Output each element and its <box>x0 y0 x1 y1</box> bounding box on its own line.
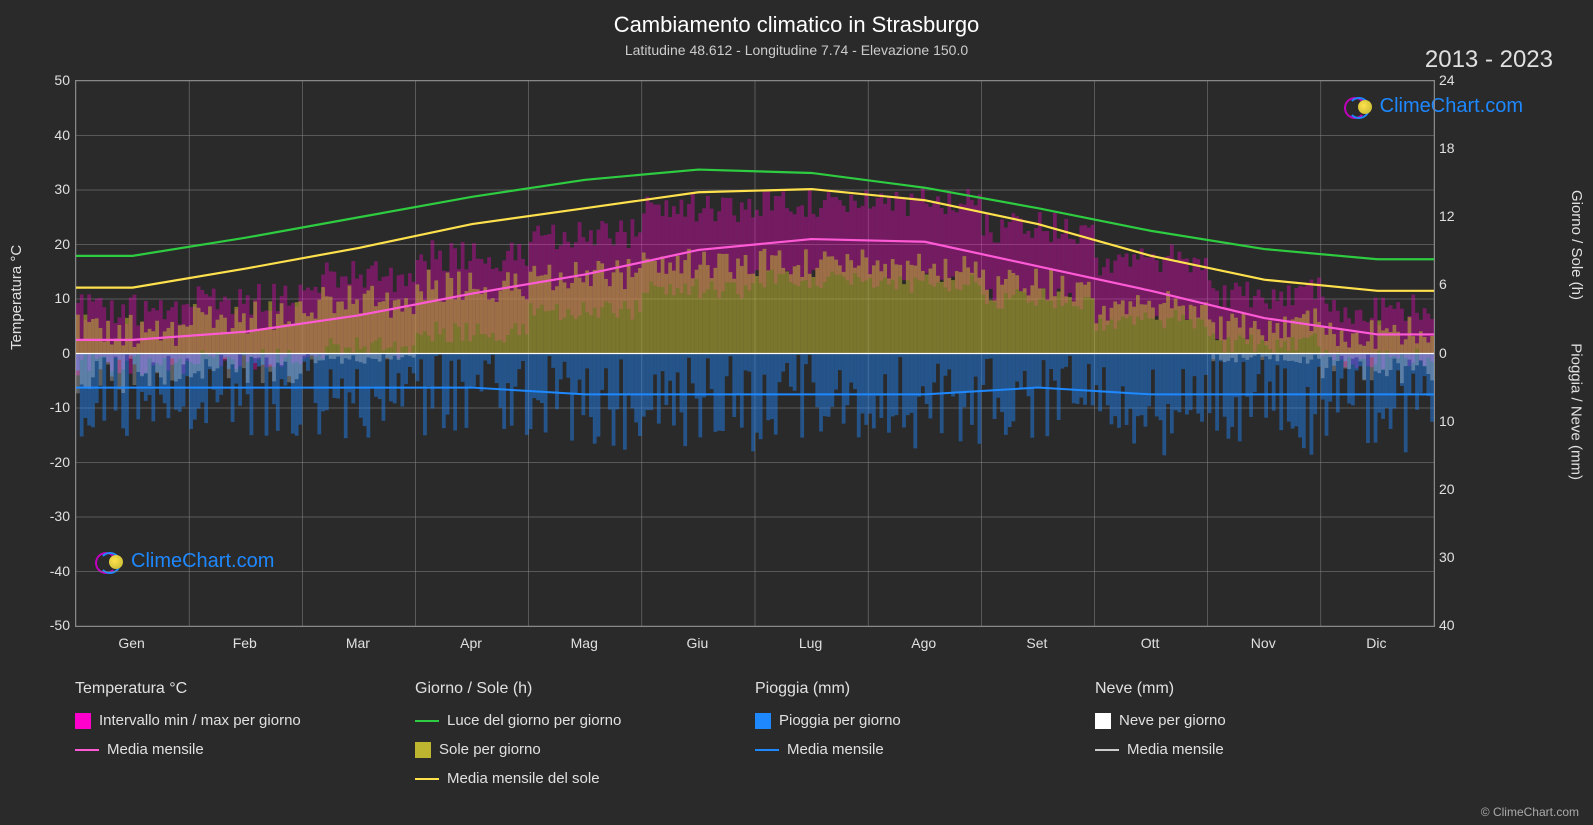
x-month-tick: Ago <box>911 635 936 651</box>
x-month-tick: Ott <box>1141 635 1160 651</box>
x-month-tick: Mar <box>346 635 370 651</box>
legend-header-daysun: Giorno / Sole (h) <box>415 680 715 698</box>
legend-label: Media mensile <box>787 741 884 758</box>
x-month-tick: Nov <box>1251 635 1276 651</box>
y-left-tick: 0 <box>30 345 70 361</box>
y-right-top-axis-label: Giorno / Sole (h) <box>1568 190 1585 300</box>
chart-title: Cambiamento climatico in Strasburgo <box>0 12 1593 38</box>
swatch-magenta-icon <box>75 713 91 729</box>
copyright-label: © ClimeChart.com <box>1481 805 1579 819</box>
y-left-tick: -40 <box>30 563 70 579</box>
line-grey-icon <box>1095 749 1119 751</box>
y-right-bottom-tick: 30 <box>1439 549 1479 565</box>
legend-label: Luce del giorno per giorno <box>447 712 621 729</box>
legend-col-temperature: Temperatura °C Intervallo min / max per … <box>75 680 375 787</box>
y-left-tick: -30 <box>30 508 70 524</box>
climate-chart: Cambiamento climatico in Strasburgo Lati… <box>0 0 1593 825</box>
y-left-tick: -10 <box>30 399 70 415</box>
y-left-tick: -50 <box>30 617 70 633</box>
legend-item-rain-mean: Media mensile <box>755 741 1055 758</box>
legend-label: Media mensile <box>1127 741 1224 758</box>
x-month-tick: Mag <box>571 635 598 651</box>
legend-col-rain: Pioggia (mm) Pioggia per giorno Media me… <box>755 680 1055 787</box>
legend-item-daylight: Luce del giorno per giorno <box>415 712 715 729</box>
y-right-bottom-tick: 20 <box>1439 481 1479 497</box>
legend-header-rain: Pioggia (mm) <box>755 680 1055 698</box>
legend-col-daysun: Giorno / Sole (h) Luce del giorno per gi… <box>415 680 715 787</box>
x-month-tick: Giu <box>687 635 709 651</box>
x-month-tick: Dic <box>1366 635 1386 651</box>
y-left-tick: 50 <box>30 72 70 88</box>
x-month-tick: Lug <box>799 635 822 651</box>
y-right-top-tick: 18 <box>1439 140 1479 156</box>
line-magenta-icon <box>75 749 99 751</box>
legend-label: Media mensile del sole <box>447 770 600 787</box>
y-left-tick: -20 <box>30 454 70 470</box>
y-right-bottom-tick: 10 <box>1439 413 1479 429</box>
y-right-top-tick: 24 <box>1439 72 1479 88</box>
legend-item-snow-daily: Neve per giorno <box>1095 712 1395 729</box>
legend-col-snow: Neve (mm) Neve per giorno Media mensile <box>1095 680 1395 787</box>
plot-area <box>75 80 1435 627</box>
legend-label: Pioggia per giorno <box>779 712 901 729</box>
swatch-olive-icon <box>415 742 431 758</box>
y-left-tick: 40 <box>30 127 70 143</box>
legend-item-sun-mean: Media mensile del sole <box>415 770 715 787</box>
y-right-bottom-axis-label: Pioggia / Neve (mm) <box>1568 343 1585 480</box>
y-left-axis-label: Temperatura °C <box>8 245 25 350</box>
legend-item-rain-daily: Pioggia per giorno <box>755 712 1055 729</box>
swatch-white-icon <box>1095 713 1111 729</box>
y-right-top-tick: 12 <box>1439 208 1479 224</box>
y-right-top-tick: 6 <box>1439 276 1479 292</box>
x-month-tick: Feb <box>233 635 257 651</box>
swatch-blue-icon <box>755 713 771 729</box>
legend-item-temp-range: Intervallo min / max per giorno <box>75 712 375 729</box>
plot-svg <box>76 81 1434 626</box>
line-yellow-icon <box>415 778 439 780</box>
x-month-tick: Set <box>1026 635 1047 651</box>
chart-subtitle: Latitudine 48.612 - Longitudine 7.74 - E… <box>0 42 1593 58</box>
legend-header-snow: Neve (mm) <box>1095 680 1395 698</box>
line-blue-icon <box>755 749 779 751</box>
legend-label: Neve per giorno <box>1119 712 1226 729</box>
x-month-tick: Apr <box>460 635 482 651</box>
y-right-top-tick: 0 <box>1439 345 1479 361</box>
y-left-tick: 20 <box>30 236 70 252</box>
year-range-label: 2013 - 2023 <box>1425 46 1553 74</box>
legend-label: Sole per giorno <box>439 741 541 758</box>
line-green-icon <box>415 720 439 722</box>
y-right-bottom-tick: 40 <box>1439 617 1479 633</box>
x-month-tick: Gen <box>118 635 144 651</box>
legend-header-temperature: Temperatura °C <box>75 680 375 698</box>
legend-item-sun-daily: Sole per giorno <box>415 741 715 758</box>
legend: Temperatura °C Intervallo min / max per … <box>75 680 1548 787</box>
legend-item-snow-mean: Media mensile <box>1095 741 1395 758</box>
y-left-tick: 10 <box>30 290 70 306</box>
y-left-tick: 30 <box>30 181 70 197</box>
legend-label: Intervallo min / max per giorno <box>99 712 301 729</box>
legend-item-temp-mean: Media mensile <box>75 741 375 758</box>
legend-label: Media mensile <box>107 741 204 758</box>
